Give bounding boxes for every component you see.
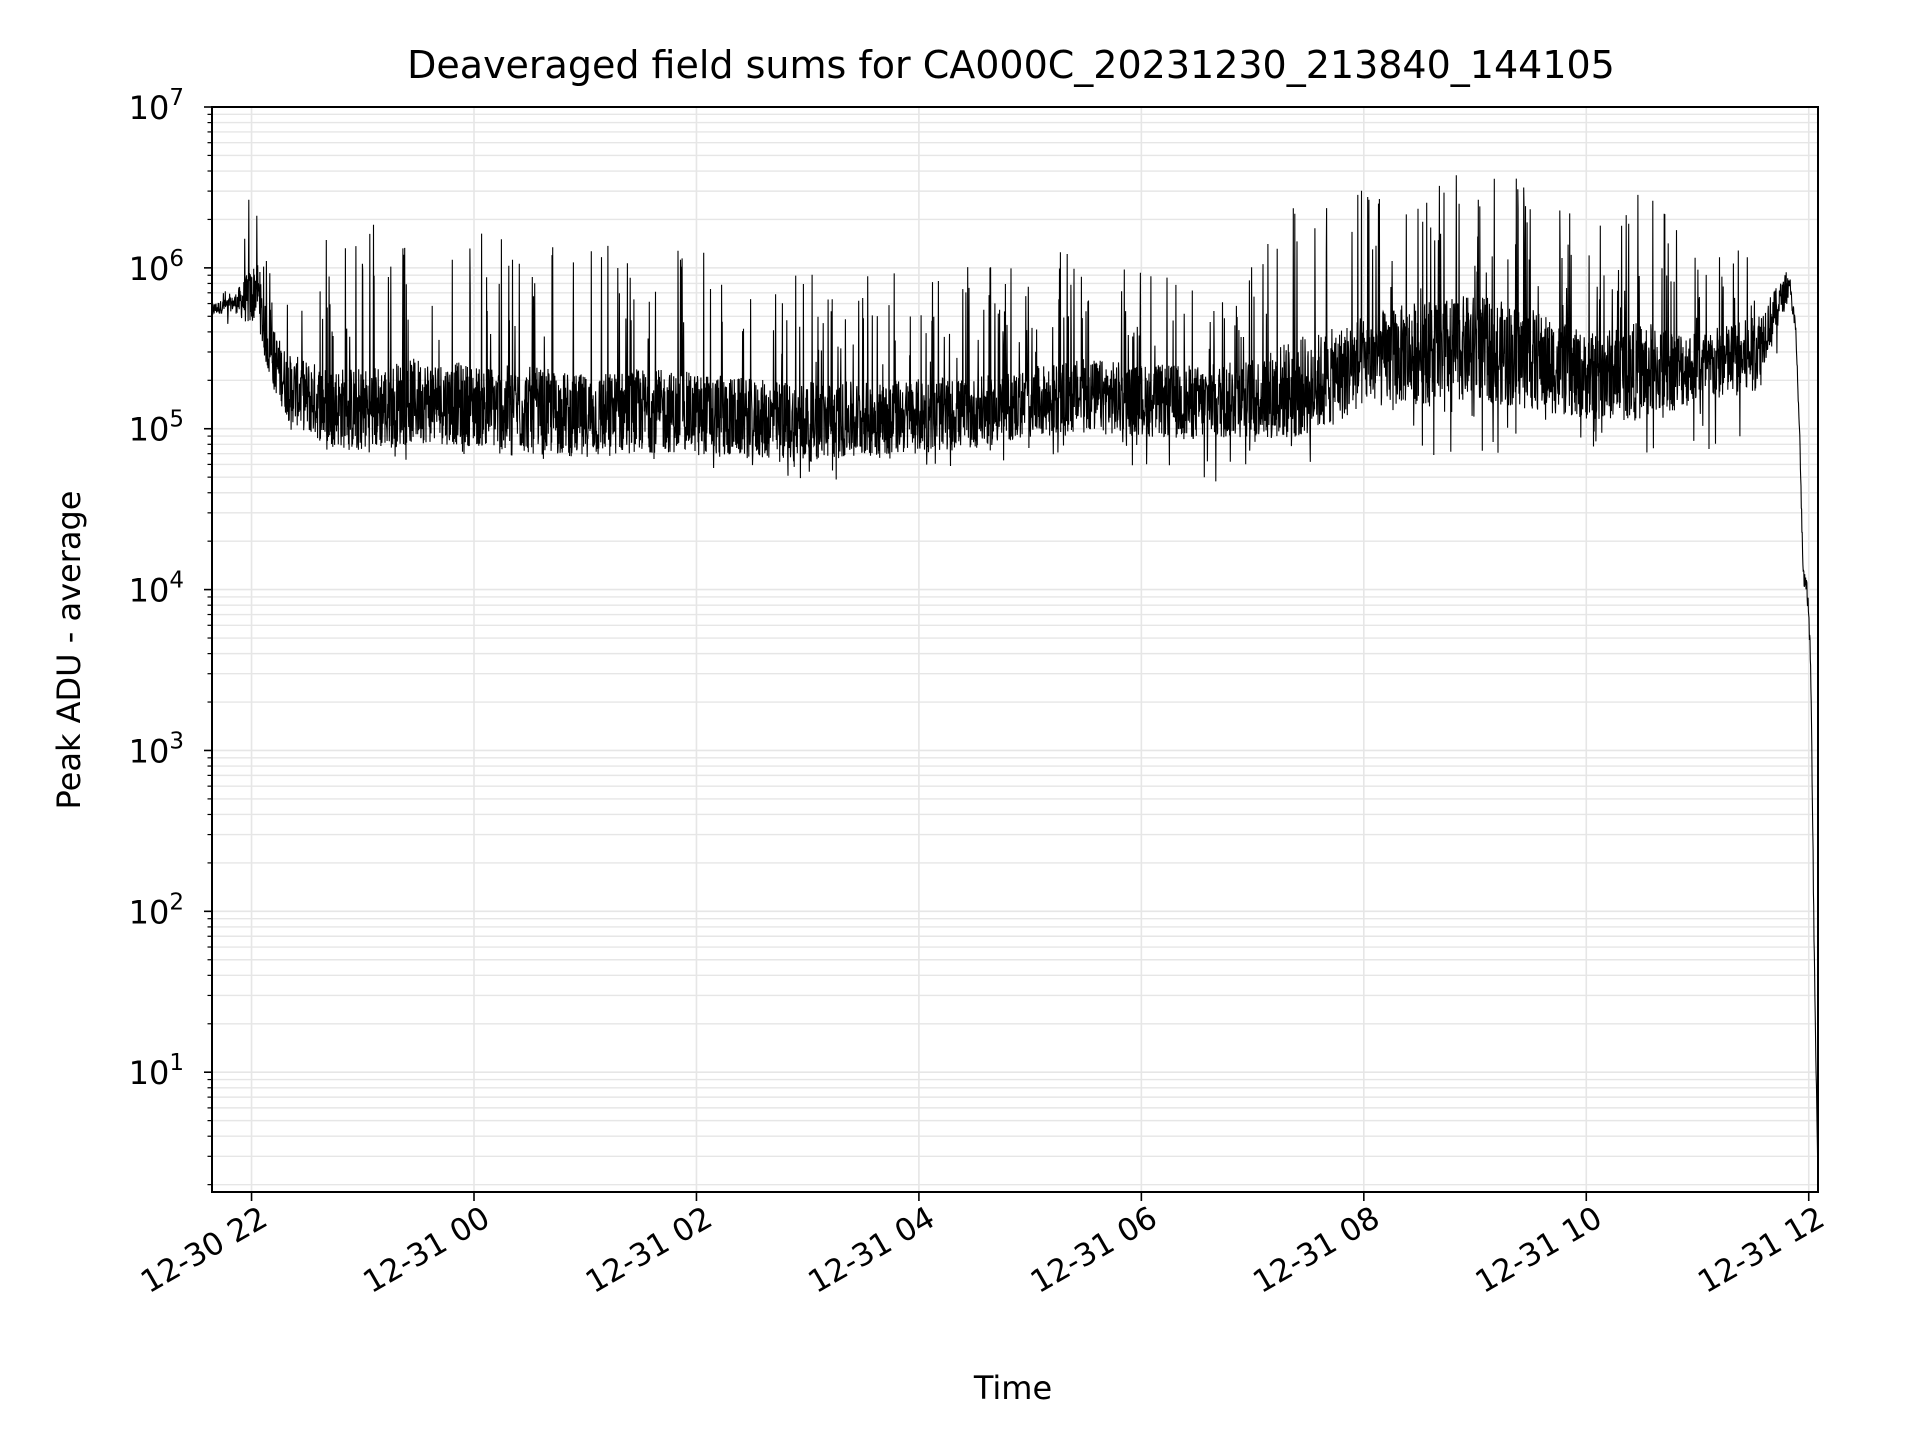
x-tick-label: 12-31 04 bbox=[802, 1200, 941, 1301]
y-tick-label: 107 bbox=[129, 85, 184, 127]
x-tick-label: 12-31 06 bbox=[1025, 1200, 1164, 1301]
y-tick-label: 102 bbox=[129, 889, 184, 931]
chart-title: Deaveraged field sums for CA000C_2023123… bbox=[407, 43, 1615, 87]
y-tick-label: 106 bbox=[129, 246, 184, 288]
y-tick-label: 104 bbox=[129, 568, 184, 610]
y-axis-label: Peak ADU - average bbox=[50, 491, 88, 810]
x-tick-label: 12-31 00 bbox=[357, 1200, 496, 1301]
series-line bbox=[211, 175, 1819, 1186]
y-tick-label: 103 bbox=[129, 728, 184, 770]
x-tick-label: 12-31 02 bbox=[580, 1200, 719, 1301]
x-axis-label: Time bbox=[973, 1369, 1052, 1407]
x-tick-label: 12-31 10 bbox=[1470, 1200, 1609, 1301]
grid-layer bbox=[212, 106, 1818, 1192]
y-tick-label: 101 bbox=[129, 1050, 184, 1092]
x-tick-label: 12-31 08 bbox=[1247, 1200, 1386, 1301]
plot-frame bbox=[211, 106, 1819, 1193]
y-tick-label: 105 bbox=[129, 407, 184, 449]
x-tick-label: 12-31 12 bbox=[1692, 1200, 1831, 1301]
x-tick-label: 12-30 22 bbox=[135, 1200, 274, 1301]
